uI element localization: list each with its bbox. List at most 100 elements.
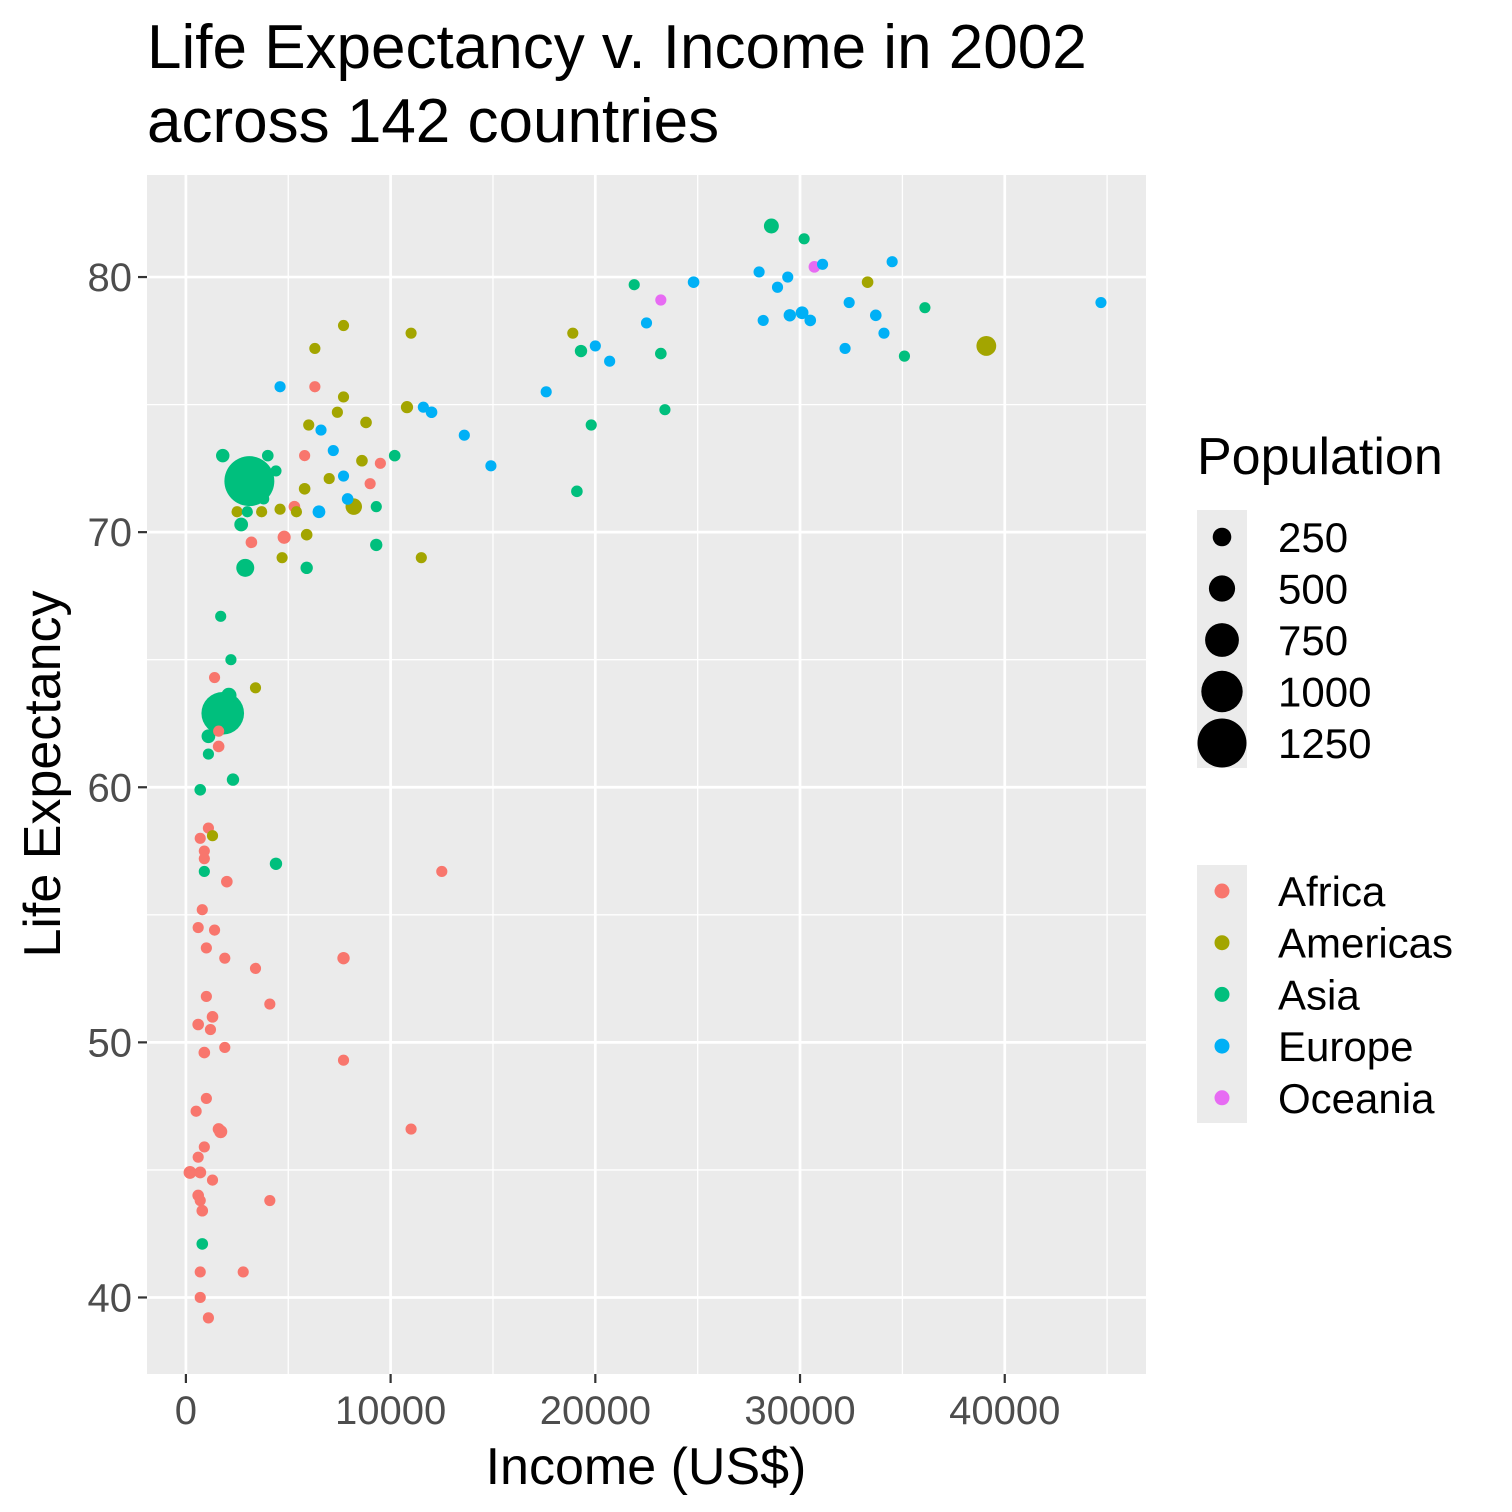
data-point-africa <box>237 1266 249 1278</box>
data-point-asia <box>370 501 382 513</box>
color-legend-label: Asia <box>1278 971 1360 1018</box>
size-legend-label: 500 <box>1278 566 1348 613</box>
data-point-europe <box>878 327 890 339</box>
color-legend-label: Europe <box>1278 1023 1413 1070</box>
color-legend-key-asia <box>1214 986 1230 1002</box>
data-point-asia <box>628 279 640 291</box>
chart-title-line-1: Life Expectancy v. Income in 2002 <box>147 13 1087 82</box>
data-point-europe <box>869 309 882 322</box>
data-point-asia <box>388 449 401 462</box>
data-point-americas <box>861 276 874 288</box>
size-legend-label: 250 <box>1278 514 1348 561</box>
data-point-asia <box>655 347 667 360</box>
chart-title-line-2: across 142 countries <box>147 87 719 156</box>
data-point-africa <box>192 921 204 934</box>
data-point-asia <box>196 1238 209 1250</box>
size-legend-label: 750 <box>1278 617 1348 664</box>
data-point-africa <box>198 845 210 857</box>
data-point-americas <box>400 401 414 414</box>
data-point-europe <box>425 406 438 419</box>
data-point-africa <box>245 536 258 549</box>
data-point-americas <box>976 336 997 356</box>
data-point-africa <box>299 450 311 462</box>
size-legend-key <box>1208 575 1236 602</box>
data-point-europe <box>540 386 552 398</box>
data-point-americas <box>415 552 427 564</box>
data-point-americas <box>337 319 350 332</box>
data-point-asia <box>261 449 274 462</box>
data-point-africa <box>196 1204 209 1217</box>
data-point-africa <box>374 457 386 469</box>
data-point-americas <box>249 682 262 694</box>
data-point-americas <box>331 406 343 418</box>
data-point-europe <box>839 342 851 355</box>
data-point-europe <box>757 314 769 326</box>
data-point-americas <box>567 327 579 339</box>
data-point-americas <box>360 416 372 429</box>
data-point-africa <box>364 478 376 490</box>
data-point-asia <box>659 404 671 416</box>
data-point-africa <box>337 951 350 965</box>
data-point-africa <box>264 1194 276 1207</box>
data-point-africa <box>200 942 212 954</box>
x-axis: 0 10000 20000 30000 40000 <box>175 1374 1060 1433</box>
data-point-europe <box>795 306 809 320</box>
data-point-americas <box>323 473 335 485</box>
data-point-asia <box>221 687 237 704</box>
color-legend-key-europe <box>1214 1038 1230 1054</box>
data-point-africa <box>208 671 221 684</box>
grid-lines <box>147 175 1146 1374</box>
data-point-asia <box>225 654 237 666</box>
data-point-asia <box>226 773 240 786</box>
data-point-africa <box>200 1092 212 1105</box>
data-point-europe <box>274 381 286 393</box>
data-point-americas <box>356 454 368 467</box>
data-point-africa <box>183 1166 197 1179</box>
color-legend-key-africa <box>1214 883 1230 899</box>
data-point-africa <box>194 832 206 844</box>
data-point-africa <box>219 1041 231 1054</box>
data-point-africa <box>192 1018 204 1031</box>
data-point-africa <box>277 530 291 544</box>
data-point-europe <box>337 470 350 482</box>
x-tick-label: 30000 <box>744 1389 855 1433</box>
y-tick-label: 60 <box>88 766 133 810</box>
data-point-asia <box>269 857 283 870</box>
data-point-africa <box>194 1266 206 1278</box>
data-point-africa <box>206 1174 219 1186</box>
y-tick-label: 50 <box>88 1021 133 1065</box>
data-point-asia <box>763 218 779 234</box>
data-point-americas <box>256 506 268 518</box>
data-point-europe <box>771 281 784 293</box>
data-point-africa <box>204 1024 217 1036</box>
data-point-europe <box>753 266 765 278</box>
data-point-africa <box>221 875 233 888</box>
data-point-asia <box>194 784 207 796</box>
data-point-africa <box>405 1123 417 1135</box>
data-point-asia <box>574 344 588 358</box>
data-point-africa <box>190 1105 202 1117</box>
plot-panel <box>147 175 1146 1374</box>
size-legend-label: 1250 <box>1278 720 1371 767</box>
data-point-africa <box>436 865 448 878</box>
color-legend-key-americas <box>1214 935 1230 951</box>
data-point-europe <box>843 296 855 309</box>
data-point-europe <box>604 355 616 367</box>
data-point-europe <box>312 505 326 519</box>
data-point-asia <box>798 233 810 245</box>
data-point-africa <box>337 1054 350 1066</box>
data-point-asia <box>258 493 270 505</box>
data-point-africa <box>196 904 208 916</box>
data-point-europe <box>782 271 794 283</box>
y-axis: 40 50 60 70 80 <box>88 256 147 1320</box>
data-point-americas <box>300 528 313 541</box>
data-point-africa <box>208 924 221 936</box>
size-legend-title: Population <box>1197 428 1443 486</box>
data-point-asia <box>898 350 911 362</box>
size-legend-key <box>1212 527 1232 547</box>
data-points <box>183 218 1107 1324</box>
y-tick-label: 70 <box>88 511 133 555</box>
data-point-asia <box>201 691 245 735</box>
